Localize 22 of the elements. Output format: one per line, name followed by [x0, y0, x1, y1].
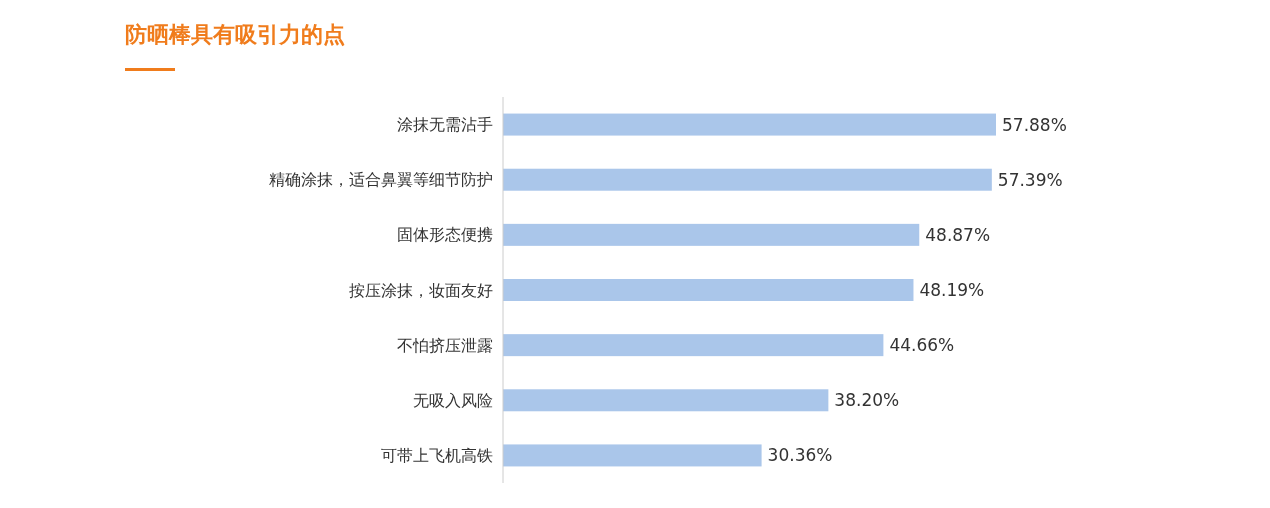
data-label: 57.88%	[1002, 114, 1067, 135]
y-tick-label: 固体形态便携	[397, 225, 493, 245]
y-tick-label: 无吸入风险	[413, 390, 493, 410]
data-label: 38.20%	[834, 390, 900, 411]
y-tick-label: 按压涂抹，妆面友好	[349, 280, 493, 300]
y-tick-label: 不怕挤压泄露	[397, 335, 493, 355]
y-tick-label: 可带上飞机高铁	[381, 445, 493, 465]
bar	[503, 444, 762, 467]
y-tick-label: 精确涂抹，适合鼻翼等细节防护	[269, 170, 493, 190]
bar	[503, 334, 884, 357]
data-label: 57.39%	[997, 169, 1063, 190]
data-label: 48.19%	[919, 280, 985, 300]
data-label: 48.87%	[925, 224, 991, 245]
data-label: 30.36%	[767, 445, 833, 466]
data-label: 44.66%	[889, 335, 955, 356]
bar	[503, 279, 914, 301]
bar	[503, 168, 992, 191]
y-tick-label: 涂抹无需沾手	[397, 115, 493, 135]
bar	[503, 223, 920, 246]
bar	[503, 389, 829, 412]
bar	[503, 113, 996, 136]
text: 防晒棒具有吸引力的点	[125, 22, 345, 47]
